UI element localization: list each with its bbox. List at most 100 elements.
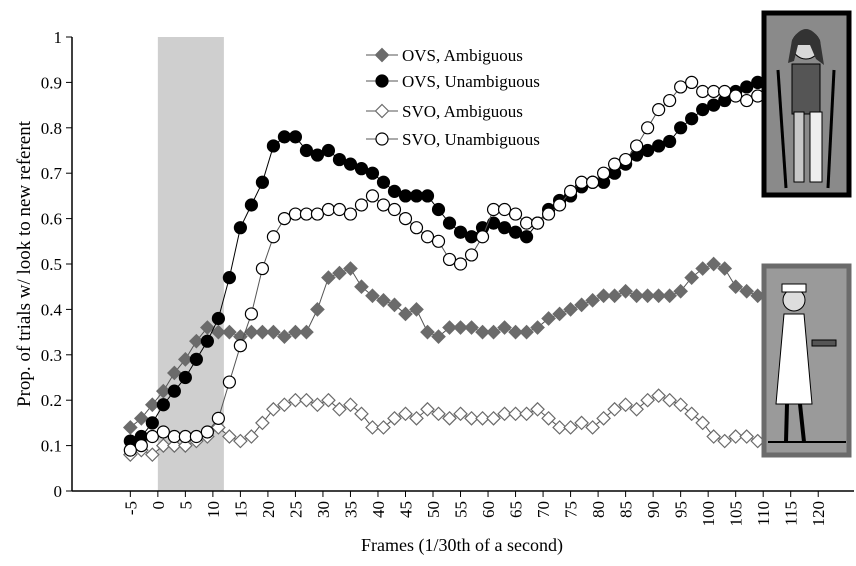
data-point	[256, 416, 269, 429]
data-point	[223, 272, 235, 284]
data-point	[708, 99, 720, 111]
data-point	[653, 104, 665, 116]
data-point	[311, 149, 323, 161]
data-point	[366, 167, 378, 179]
x-tick-label: 85	[617, 501, 636, 518]
y-tick-label: 1	[54, 28, 63, 47]
x-tick-label: 115	[782, 501, 801, 526]
data-point	[234, 340, 246, 352]
data-point	[278, 131, 290, 143]
data-point	[223, 376, 235, 388]
x-tick-label: 40	[369, 501, 388, 518]
data-point	[311, 303, 324, 316]
data-point	[135, 440, 147, 452]
data-point	[344, 208, 356, 220]
data-point	[168, 385, 180, 397]
data-point	[366, 190, 378, 202]
data-point	[510, 226, 522, 238]
data-point	[157, 426, 169, 438]
data-point	[212, 312, 224, 324]
data-point	[532, 217, 544, 229]
legend-marker	[376, 49, 389, 62]
y-tick-label: 0.3	[41, 346, 62, 365]
x-tick-label: 25	[286, 501, 305, 518]
data-point	[300, 145, 312, 157]
data-point	[422, 190, 434, 202]
y-tick-label: 0.8	[41, 119, 62, 138]
data-point	[190, 431, 202, 443]
legend-label: SVO, Unambiguous	[402, 130, 540, 149]
data-point	[157, 399, 169, 411]
illustration-top	[764, 13, 849, 195]
x-tick-label: 120	[809, 501, 828, 527]
data-point	[642, 145, 654, 157]
data-point	[146, 417, 158, 429]
data-point	[455, 226, 467, 238]
x-tick-label: 0	[149, 501, 168, 510]
y-tick-label: 0.6	[41, 210, 62, 229]
data-point	[256, 263, 268, 275]
data-point	[741, 81, 753, 93]
legend-label: SVO, Ambiguous	[402, 102, 523, 121]
data-point	[686, 76, 698, 88]
data-point	[686, 113, 698, 125]
x-tick-label: 55	[452, 501, 471, 518]
data-point	[510, 208, 522, 220]
data-point	[289, 131, 301, 143]
data-point	[245, 199, 257, 211]
data-point	[410, 190, 422, 202]
data-point	[201, 426, 213, 438]
data-point	[597, 412, 610, 425]
x-tick-label: 35	[341, 501, 360, 518]
data-point	[190, 353, 202, 365]
data-point	[333, 204, 345, 216]
data-point	[179, 431, 191, 443]
data-point	[542, 412, 555, 425]
y-tick-label: 0.2	[41, 391, 62, 410]
data-point	[543, 208, 555, 220]
data-point	[664, 135, 676, 147]
x-tick-label: 105	[727, 501, 746, 527]
chart: Prop. of trials w/ look to new referent …	[0, 0, 856, 561]
y-axis-label: Prop. of trials w/ look to new referent	[14, 120, 35, 407]
data-point	[146, 431, 158, 443]
data-point	[355, 199, 367, 211]
data-point	[477, 231, 489, 243]
data-point	[234, 222, 246, 234]
y-tick-label: 0.7	[41, 164, 63, 183]
data-point	[631, 140, 643, 152]
data-point	[697, 85, 709, 97]
data-point	[642, 122, 654, 134]
data-point	[245, 308, 257, 320]
x-tick-label: 30	[314, 501, 333, 518]
data-point	[653, 140, 665, 152]
data-point	[422, 231, 434, 243]
x-tick-label: 50	[424, 501, 443, 518]
legend-marker	[376, 75, 388, 87]
x-tick-label: 70	[534, 501, 553, 518]
data-point	[554, 199, 566, 211]
y-tick-label: 0.1	[41, 437, 62, 456]
y-tick-label: 0	[54, 482, 63, 501]
data-point	[124, 421, 137, 434]
data-point	[499, 204, 511, 216]
data-point	[377, 176, 389, 188]
data-point	[344, 158, 356, 170]
x-tick-label: 20	[259, 501, 278, 518]
x-tick-label: 10	[204, 501, 223, 518]
data-point	[466, 249, 478, 261]
illustration-bottom	[764, 266, 849, 455]
data-point	[267, 140, 279, 152]
data-point	[675, 81, 687, 93]
data-point	[576, 176, 588, 188]
data-point	[455, 258, 467, 270]
data-point	[466, 231, 478, 243]
data-point	[664, 95, 676, 107]
data-point	[444, 253, 456, 265]
data-point	[377, 199, 389, 211]
data-point	[587, 176, 599, 188]
y-tick-label: 0.4	[41, 300, 63, 319]
data-point	[201, 335, 213, 347]
data-point	[355, 407, 368, 420]
